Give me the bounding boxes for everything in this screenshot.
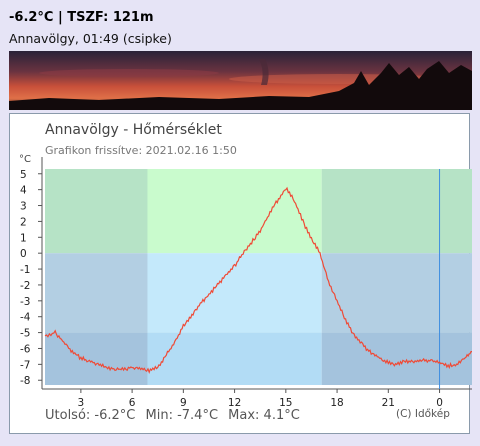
chart-updated-timestamp: Grafikon frissítve: 2021.02.16 1:50 [45, 144, 237, 157]
x-tick-label: 15 [279, 397, 292, 409]
y-tick-label: -4 [20, 312, 31, 324]
x-tick-label: 21 [382, 397, 395, 409]
y-tick-label: -5 [20, 328, 30, 340]
y-tick-label: 3 [20, 201, 27, 213]
band-deep-night-late [321, 332, 472, 385]
copyright-link[interactable]: (C) Időkép [396, 408, 450, 420]
chart-footer-stats: Utolsó: -6.2°C Min: -7.4°C Max: 4.1°C [45, 408, 306, 423]
y-tick-label: -3 [20, 296, 30, 308]
y-tick-label: 4 [20, 185, 27, 197]
temperature-series-line [44, 186, 472, 375]
y-tick-label: -2 [20, 280, 30, 292]
min-value: Min: -7.4°C [145, 408, 219, 423]
y-tick-label: 1 [20, 232, 27, 244]
band-cold-day [147, 253, 322, 333]
chart-axes [41, 157, 472, 390]
sunset-webcam-photo[interactable] [9, 51, 472, 110]
y-tick-label: -6 [20, 343, 31, 355]
y-tick-label: -1 [20, 264, 30, 276]
current-temperature-title: -6.2°C | TSZF: 121m [9, 10, 154, 25]
y-tick-label: 0 [20, 248, 27, 260]
station-time-subtitle: Annavölgy, 01:49 (csipke) [9, 31, 172, 46]
temperature-bands [45, 169, 472, 385]
x-tick-label: 12 [228, 397, 241, 409]
x-tick-label: 0 [436, 397, 443, 409]
chart-title: Annavölgy - Hőmérséklet [45, 122, 222, 138]
band-warm-day [147, 169, 322, 254]
y-tick-label: -8 [20, 375, 30, 387]
y-axis-unit: °C [19, 154, 31, 165]
max-value: Max: 4.1°C [228, 408, 300, 423]
y-tick-label: 2 [20, 216, 27, 228]
x-axis-ticks: 3 6 9 12 15 18 21 0 [78, 389, 443, 409]
band-deep-night-early [45, 332, 148, 385]
band-warm-night-late [321, 169, 472, 254]
band-cold-night-early [45, 253, 148, 333]
band-warm-night-early [45, 169, 148, 254]
x-tick-label: 3 [78, 397, 85, 409]
band-deep-day [147, 332, 322, 385]
y-tick-label: 5 [20, 169, 27, 181]
x-tick-label: 9 [180, 397, 187, 409]
band-cold-night-late [321, 253, 472, 333]
x-tick-label: 18 [330, 397, 343, 409]
y-tick-label: -7 [20, 359, 30, 371]
x-tick-label: 6 [129, 397, 136, 409]
last-value: Utolsó: -6.2°C [45, 408, 136, 423]
y-axis-ticks: 5 4 3 2 1 0 -1 -2 -3 -4 -5 -6 -7 -8 [20, 169, 42, 387]
